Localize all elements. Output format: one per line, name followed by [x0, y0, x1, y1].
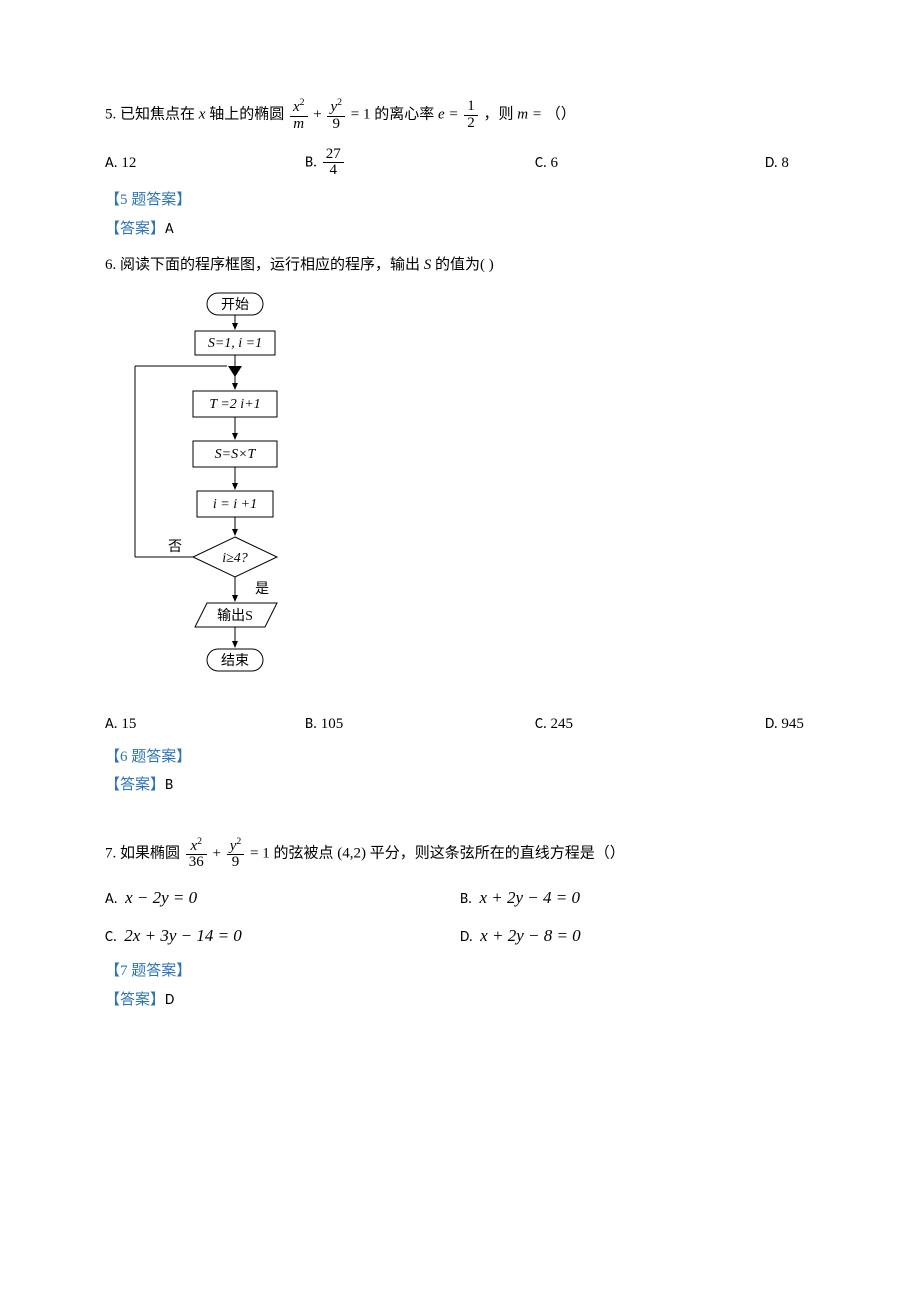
q7-answer-header: 【7 题答案】 — [105, 960, 815, 983]
q5-mid1: 轴上的椭圆 — [209, 107, 284, 123]
q5-opt-a: A. 12 — [105, 152, 305, 175]
q5-frac2: y2 9 — [327, 98, 345, 133]
q5-frac3: 1 2 — [464, 99, 478, 132]
q5-opt-b: B. 27 4 — [305, 147, 535, 180]
q6-opt-c: C. 245 — [535, 713, 765, 736]
q6-options: A. 15 B. 105 C. 245 D. 945 — [105, 713, 815, 736]
q5-options: A. 12 B. 27 4 C. 6 D. 8 — [105, 147, 815, 180]
q5-opt-d: D. 8 — [765, 152, 789, 175]
q5-axis: x — [199, 107, 206, 123]
q7-options-row2: C. 2x + 3y − 14 = 0 D. x + 2y − 8 = 0 — [105, 923, 815, 949]
q5-text: 5. 已知焦点在 x 轴上的椭圆 x2 m + y2 9 = 1 的离心率 e … — [105, 98, 815, 133]
flow-out: 输出S — [217, 608, 253, 624]
flow-cond: i≥4? — [222, 551, 248, 566]
q5-answer-header: 【5 题答案】 — [105, 189, 815, 212]
flow-no: 否 — [168, 540, 182, 555]
flow-calcT: T =2 i+1 — [209, 397, 260, 412]
flow-calcS: S=S×T — [215, 447, 257, 462]
q5-frac1: x2 m — [290, 98, 308, 133]
q7-frac1: x2 36 — [186, 837, 207, 872]
q7-opt-c: C. 2x + 3y − 14 = 0 — [105, 923, 460, 949]
q6-opt-d: D. 945 — [765, 713, 804, 736]
flowchart-svg: 开始 S=1, i =1 T =2 i+1 S=S×T i = i +1 i≥4… — [115, 291, 315, 696]
q6-answer: 【答案】B — [105, 774, 815, 797]
flow-yes: 是 — [255, 582, 269, 597]
flow-init: S=1, i =1 — [208, 336, 262, 351]
flow-inc: i = i +1 — [213, 497, 257, 512]
q6-text: 6. 阅读下面的程序框图，运行相应的程序，输出 S 的值为( ) — [105, 254, 815, 277]
q7-options-row1: A. x − 2y = 0 B. x + 2y − 4 = 0 — [105, 885, 815, 911]
q7-opt-b: B. x + 2y − 4 = 0 — [460, 885, 815, 911]
q6-flowchart: 开始 S=1, i =1 T =2 i+1 S=S×T i = i +1 i≥4… — [115, 291, 815, 704]
q7-frac2: y2 9 — [227, 837, 245, 872]
q6-opt-b: B. 105 — [305, 713, 535, 736]
q5-prefix: 已知焦点在 — [120, 107, 195, 123]
flow-start: 开始 — [221, 297, 249, 313]
q5-number: 5. — [105, 107, 116, 123]
flow-end: 结束 — [221, 653, 249, 669]
q5-answer: 【答案】A — [105, 218, 815, 241]
q7-opt-d: D. x + 2y − 8 = 0 — [460, 923, 815, 949]
q7-text: 7. 如果椭圆 x2 36 + y2 9 = 1 的弦被点 (4,2) 平分，则… — [105, 837, 815, 872]
q6-answer-header: 【6 题答案】 — [105, 746, 815, 769]
q7-answer: 【答案】D — [105, 989, 815, 1012]
q6-opt-a: A. 15 — [105, 713, 305, 736]
q7-opt-a: A. x − 2y = 0 — [105, 885, 460, 911]
q5-opt-c: C. 6 — [535, 152, 765, 175]
